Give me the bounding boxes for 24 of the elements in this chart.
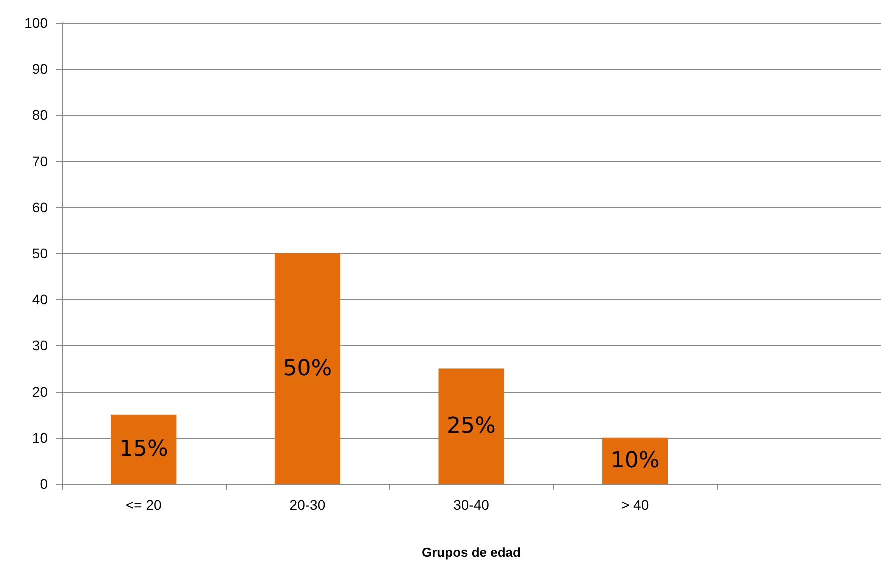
data-label: 10% — [610, 448, 660, 474]
bar — [274, 254, 340, 484]
bar — [111, 414, 177, 484]
y-tick-label: 40 — [32, 292, 48, 308]
y-tick-label: 30 — [32, 338, 48, 354]
x-tick-label: <= 20 — [126, 497, 162, 513]
data-label: 25% — [447, 414, 496, 439]
y-tick-label: 70 — [32, 153, 48, 170]
x-axis-title: Grupos de edad — [422, 545, 522, 560]
data-label: 50% — [283, 356, 332, 382]
data-label: 15% — [119, 436, 168, 462]
y-tick-label: 100 — [24, 15, 48, 31]
y-tick-label: 10 — [32, 430, 48, 446]
y-tick-label: 90 — [32, 61, 48, 78]
y-tick-label: 60 — [32, 199, 48, 216]
y-tick-label: 50 — [32, 246, 48, 262]
x-tick-label: 20-30 — [290, 497, 326, 513]
bar — [438, 368, 504, 484]
x-tick-label: 30-40 — [454, 497, 490, 513]
x-tick-label: > 40 — [621, 497, 650, 513]
y-tick-label: 20 — [32, 384, 48, 400]
bar — [602, 438, 668, 484]
y-tick-label: 0 — [40, 476, 48, 492]
y-tick-label: 80 — [32, 107, 48, 124]
